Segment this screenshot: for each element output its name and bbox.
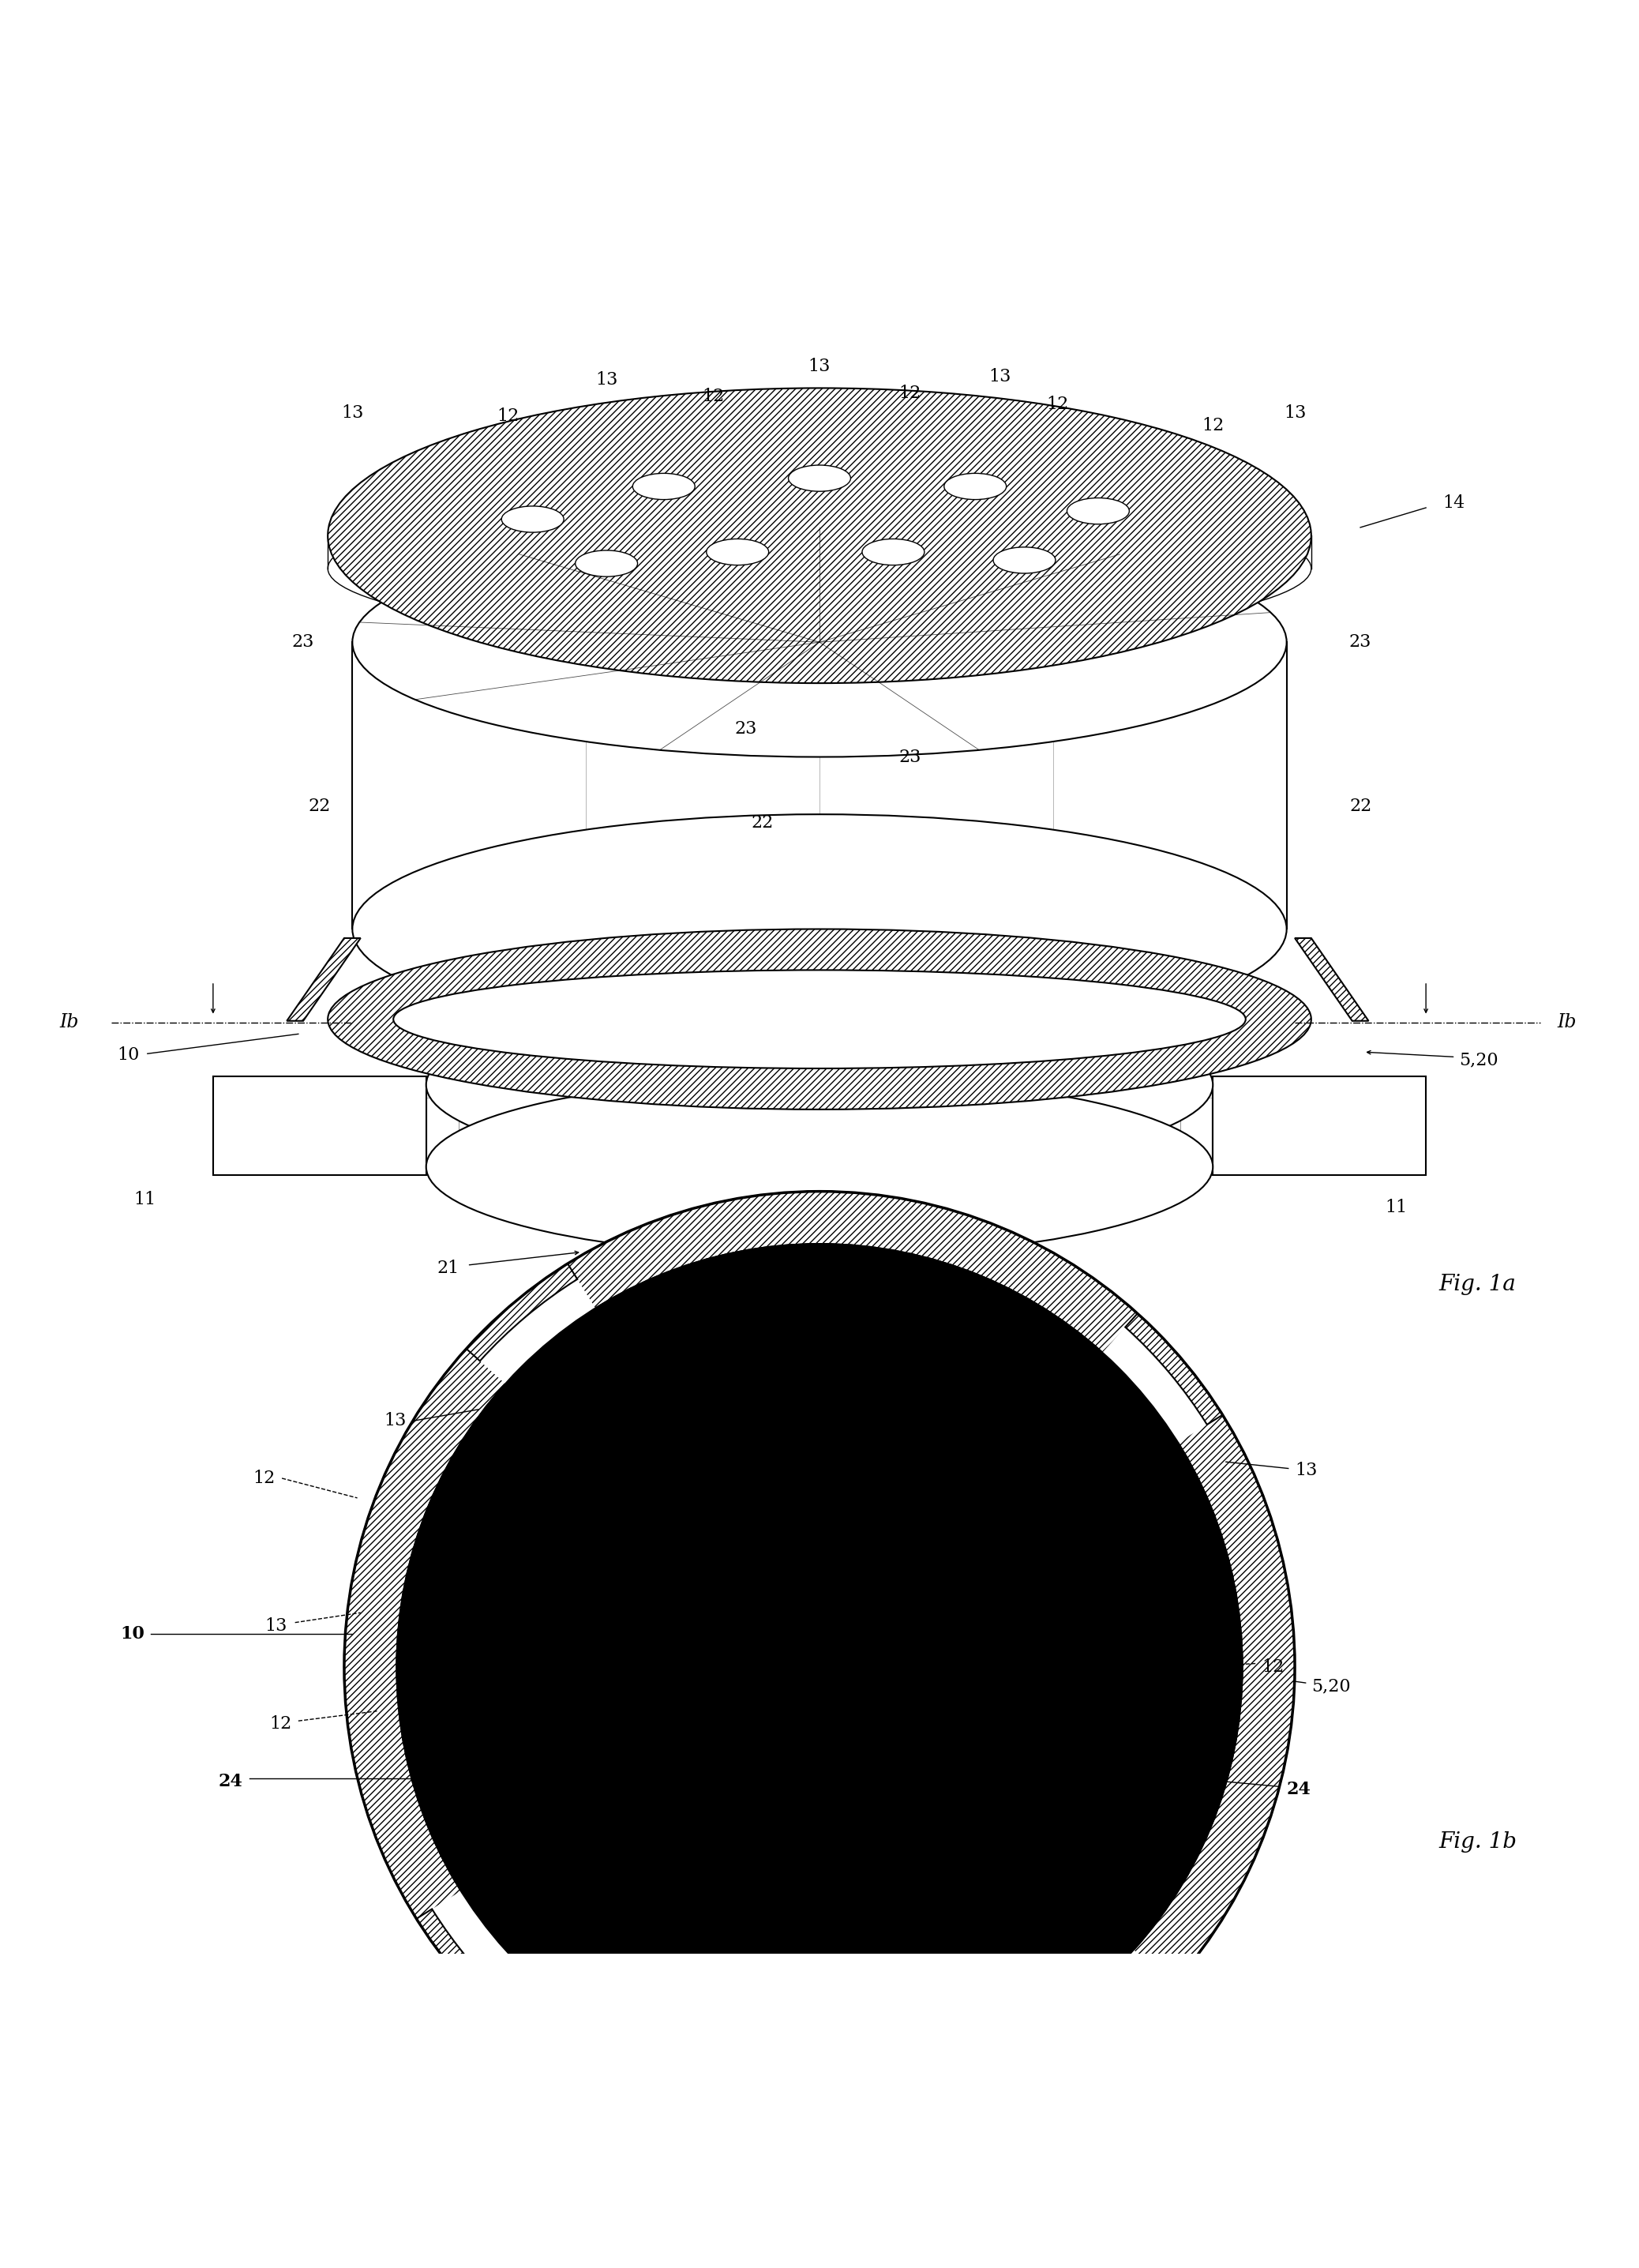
Text: Ib: Ib [59,1014,79,1032]
Text: 5,20: 5,20 [1311,1678,1351,1694]
Text: 5,20: 5,20 [1459,1052,1498,1068]
Text: 12: 12 [665,1860,688,1878]
Text: 13: 13 [384,1413,406,1429]
Text: 13: 13 [595,372,618,388]
Ellipse shape [993,547,1056,574]
Wedge shape [465,1263,577,1361]
Text: 11: 11 [1385,1200,1408,1216]
Text: 12: 12 [497,408,520,424]
Text: 12: 12 [1046,397,1069,413]
Wedge shape [410,1887,543,2025]
Text: 23: 23 [734,721,757,737]
Text: 12: 12 [1201,417,1224,435]
Text: 13: 13 [264,1617,287,1635]
Text: Ib: Ib [1557,1014,1577,1032]
Ellipse shape [352,528,1287,758]
Text: 22: 22 [308,798,331,814]
Text: 22: 22 [751,814,774,830]
Text: 10: 10 [116,1046,139,1064]
Ellipse shape [1067,499,1129,524]
Circle shape [397,1243,1242,2089]
Text: 14: 14 [1442,494,1465,513]
Text: 12: 12 [1262,1658,1285,1676]
Bar [213,1077,426,1175]
Wedge shape [461,1256,600,1390]
Wedge shape [1126,1313,1223,1424]
Ellipse shape [393,971,1246,1068]
Text: 21: 21 [436,1259,459,1277]
Ellipse shape [502,506,564,533]
Text: 23: 23 [1349,633,1372,651]
Ellipse shape [633,474,695,499]
Text: 23: 23 [292,633,315,651]
Wedge shape [1096,1306,1229,1447]
Polygon shape [287,939,361,1021]
Wedge shape [1062,1973,1174,2071]
Polygon shape [1295,939,1369,1021]
Ellipse shape [706,540,769,565]
Ellipse shape [328,388,1311,683]
Ellipse shape [426,996,1213,1175]
Text: 13: 13 [341,404,364,422]
Wedge shape [416,1910,513,2021]
Text: 24: 24 [1287,1780,1311,1799]
Text: 23: 23 [898,748,921,767]
Ellipse shape [352,814,1287,1043]
Text: 11: 11 [133,1191,156,1209]
Bar [1213,1077,1426,1175]
Text: 13: 13 [1283,404,1306,422]
Wedge shape [1039,1944,1178,2077]
Text: 12: 12 [269,1715,292,1733]
Text: Fig. 1a: Fig. 1a [1439,1275,1516,1295]
Text: 13: 13 [1105,1765,1128,1783]
Text: 22: 22 [1349,798,1372,814]
Text: 12: 12 [701,388,724,406]
Text: 13: 13 [988,367,1011,386]
Ellipse shape [328,930,1311,1109]
Text: Fig. 1b: Fig. 1b [1439,1833,1518,1853]
Ellipse shape [575,551,638,576]
Text: 24: 24 [218,1774,243,1789]
Text: 10: 10 [120,1626,144,1642]
Text: 12: 12 [877,1383,900,1399]
Text: 24: 24 [693,1882,716,1901]
Text: 12: 12 [252,1470,275,1488]
Text: 13: 13 [1295,1461,1318,1479]
Ellipse shape [788,465,851,492]
Ellipse shape [944,474,1006,499]
Ellipse shape [426,1077,1213,1256]
Ellipse shape [862,540,924,565]
Text: 13: 13 [808,358,831,376]
Text: 12: 12 [898,383,921,401]
Wedge shape [344,1191,1295,2143]
